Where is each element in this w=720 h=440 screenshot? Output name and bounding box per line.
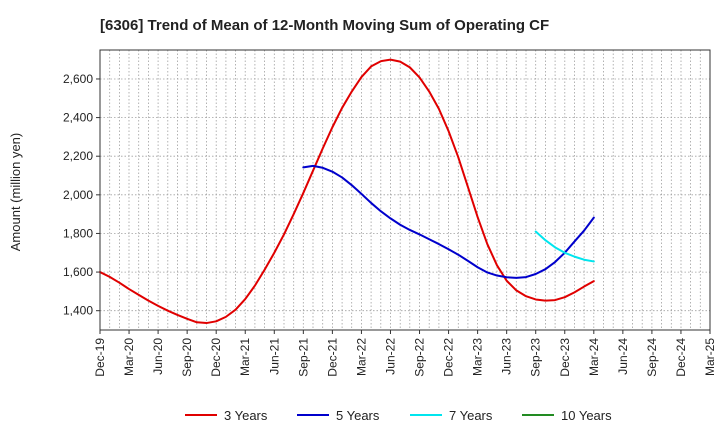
x-tick-label: Dec-22	[442, 338, 456, 377]
x-tick-label: Jun-24	[616, 338, 630, 375]
y-axis-label: Amount (million yen)	[8, 133, 23, 252]
series-line-7-years	[534, 230, 595, 263]
x-axis-ticks: Dec-19 Mar-20 Jun-20 Sep-20 Dec-20 Mar-21 Jun-…	[93, 330, 717, 377]
x-tick-label: Jun-23	[500, 338, 514, 375]
series-lines	[99, 58, 595, 325]
y-axis-ticks: 1,400 1,600 1,800 2,000 2,200 2,400 2,600	[63, 72, 100, 318]
legend: 3 Years 5 Years 7 Years 10 Years	[185, 408, 612, 423]
x-tick-label: Dec-24	[674, 338, 688, 377]
x-tick-label: Dec-20	[209, 338, 223, 377]
x-tick-label: Sep-20	[180, 338, 194, 377]
y-tick-label: 2,000	[63, 188, 93, 202]
y-tick-label: 1,800	[63, 226, 93, 240]
x-tick-label: Jun-20	[151, 338, 165, 375]
x-tick-label: Mar-21	[238, 338, 252, 376]
x-tick-label: Mar-22	[354, 338, 368, 376]
legend-label: 10 Years	[561, 408, 612, 423]
x-tick-label: Dec-21	[325, 338, 339, 377]
chart-title: [6306] Trend of Mean of 12-Month Moving …	[100, 17, 549, 34]
y-tick-label: 2,200	[63, 149, 93, 163]
x-tick-label: Mar-24	[587, 338, 601, 376]
x-tick-label: Sep-21	[296, 338, 310, 377]
x-tick-label: Sep-24	[645, 338, 659, 377]
x-tick-label: Mar-23	[471, 338, 485, 376]
legend-label: 3 Years	[224, 408, 268, 423]
plot-area	[100, 50, 710, 330]
y-tick-label: 2,600	[63, 72, 93, 86]
x-tick-label: Dec-23	[558, 338, 572, 377]
x-tick-label: Mar-25	[703, 338, 717, 376]
series-line-3-years	[99, 58, 595, 325]
legend-label: 5 Years	[336, 408, 380, 423]
grid	[100, 50, 710, 330]
y-tick-label: 1,600	[63, 265, 93, 279]
plot-frame	[99, 49, 711, 331]
y-tick-label: 1,400	[63, 304, 93, 318]
series-line-5-years	[302, 164, 595, 279]
x-tick-label: Mar-20	[122, 338, 136, 376]
x-tick-label: Jun-21	[267, 338, 281, 375]
x-tick-label: Sep-22	[413, 338, 427, 377]
y-tick-label: 2,400	[63, 111, 93, 125]
legend-label: 7 Years	[449, 408, 493, 423]
x-tick-label: Sep-23	[529, 338, 543, 377]
x-tick-label: Dec-19	[93, 338, 107, 377]
x-tick-label: Jun-22	[384, 338, 398, 375]
